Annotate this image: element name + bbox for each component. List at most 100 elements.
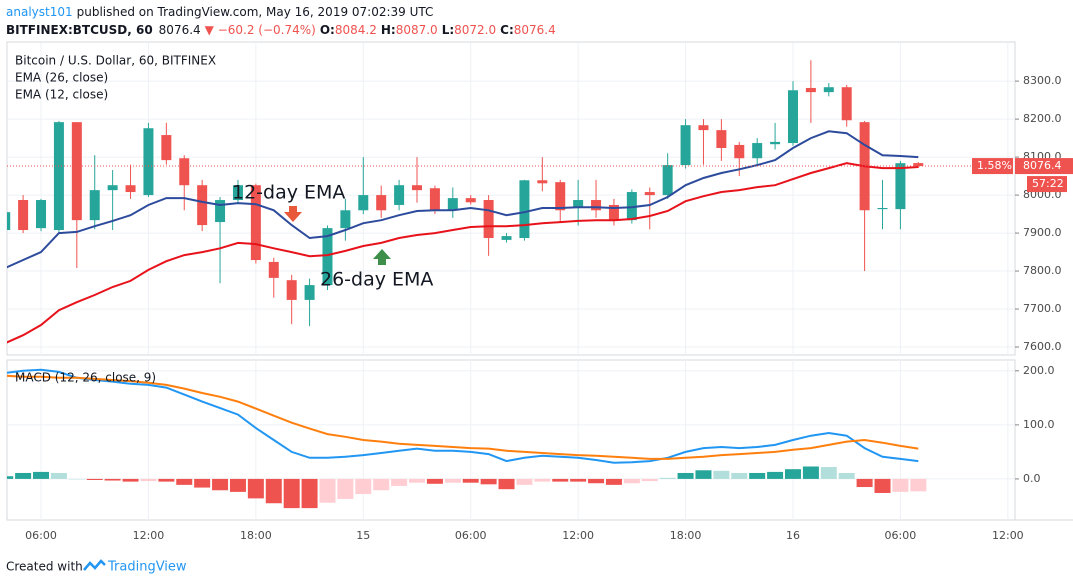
- ohlc-key: C:: [500, 23, 514, 37]
- histogram-bar: [695, 470, 712, 479]
- histogram-bar: [68, 478, 85, 480]
- candle-body: [787, 90, 798, 144]
- histogram-bar: [301, 478, 318, 509]
- histogram-bar: [623, 478, 640, 484]
- price-badge-label: 8076.4: [1023, 159, 1062, 172]
- candle-body: [895, 163, 906, 210]
- histogram-bar: [605, 478, 622, 485]
- y-tick-label: 8200.0: [1023, 112, 1062, 125]
- candle-body: [412, 185, 423, 191]
- histogram-bar: [534, 478, 551, 482]
- y-tick-label: 7600.0: [1023, 340, 1062, 353]
- histogram-bar: [516, 478, 533, 485]
- price-plot: [7, 42, 1015, 355]
- candle-body: [322, 228, 333, 286]
- candle-body: [179, 158, 190, 186]
- change-badge: [972, 158, 1013, 175]
- histogram-bar: [749, 472, 766, 479]
- candle-body: [734, 144, 745, 159]
- candle-body: [18, 200, 29, 231]
- y-tick-label: 200.0: [1023, 364, 1055, 377]
- histogram-bar: [659, 477, 676, 479]
- ohlc-key: H:: [381, 23, 396, 37]
- header-line: analyst101 published on TradingView.com, …: [6, 5, 433, 19]
- x-tick-label: 06:00: [455, 529, 487, 542]
- logo: [83, 559, 106, 571]
- histogram-bar: [731, 472, 748, 479]
- candle-body: [823, 87, 834, 93]
- line: [7, 368, 919, 464]
- ohlc-key: L:: [442, 23, 454, 37]
- histogram-bar: [588, 478, 605, 484]
- histogram-bar: [158, 478, 175, 482]
- candle-body: [89, 190, 100, 221]
- histogram-bar: [104, 478, 121, 481]
- candle-body: [232, 185, 243, 201]
- countdown-badge: [1027, 176, 1067, 193]
- price-badge: [1015, 158, 1073, 175]
- candle-body: [107, 185, 118, 191]
- candle-body: [519, 180, 530, 239]
- candle-body: [805, 87, 816, 93]
- x-tick-label: 12:00: [562, 529, 594, 542]
- brand[interactable]: TradingView: [107, 560, 187, 575]
- y-tick-label: 7900.0: [1023, 226, 1062, 239]
- histogram-bar: [856, 478, 873, 488]
- candle-body: [770, 141, 781, 145]
- histogram-bar: [552, 478, 569, 482]
- candle-body: [394, 185, 405, 205]
- y-tick-label: 0.0: [1023, 472, 1041, 485]
- candle-body: [555, 182, 566, 211]
- candle-body: [53, 122, 64, 231]
- candle-body: [125, 185, 136, 193]
- histogram-bar: [33, 471, 50, 479]
- histogram-bar: [444, 478, 461, 483]
- histogram-bar: [498, 478, 515, 490]
- symbol-line: BITFINEX:BTCUSD, 60 8076.4 ▼ −60.2 (−0.74%…: [6, 23, 556, 37]
- candle-body: [7, 212, 11, 231]
- histogram-bar: [265, 478, 282, 504]
- histogram-bar: [122, 478, 139, 482]
- histogram-bar: [641, 478, 658, 482]
- candle-body: [268, 261, 279, 278]
- y-tick-label: 100.0: [1023, 418, 1055, 431]
- candle-body: [608, 204, 619, 221]
- candle-body: [662, 165, 673, 196]
- histogram-bar: [426, 478, 443, 484]
- published: published on TradingView.com, May 16, 20…: [77, 5, 434, 19]
- histogram-bar: [7, 476, 14, 479]
- candle-body: [358, 195, 369, 211]
- x-tick-label: 18:00: [240, 529, 272, 542]
- candle-body: [447, 198, 458, 211]
- price-pane: [6, 41, 1016, 356]
- annotation: 26-day EMA: [320, 269, 433, 291]
- histogram-bar: [212, 478, 229, 491]
- candle-body: [716, 130, 727, 148]
- change: ▼ −60.2 (−0.74%): [205, 23, 316, 37]
- candle-body: [483, 200, 494, 239]
- candle-body: [340, 210, 351, 229]
- histogram-bar: [910, 478, 927, 492]
- histogram-bar: [355, 478, 372, 495]
- legend-entry: EMA (26, close): [15, 71, 108, 85]
- author[interactable]: analyst101: [6, 5, 73, 19]
- candle-body: [752, 143, 763, 159]
- axes: 06:00 12:00 18:00 15 06:00 12:00 18:00 16 06:00 1…: [25, 74, 1073, 542]
- candle-body: [250, 185, 261, 261]
- symbol: BITFINEX:BTCUSD, 60: [6, 23, 153, 37]
- candle-body: [591, 200, 602, 211]
- histogram-bar: [140, 478, 157, 482]
- histogram-bar: [784, 469, 801, 479]
- arrow-down: [284, 206, 302, 222]
- countdown: 57:22: [1032, 177, 1064, 190]
- candle-body: [698, 125, 709, 131]
- last: 8076.4: [159, 23, 201, 37]
- histogram-bar: [176, 478, 193, 485]
- macd-plot: [7, 360, 1015, 520]
- histogram-bar: [337, 478, 354, 499]
- candle-body: [36, 200, 47, 229]
- x-tick-label: 06:00: [25, 529, 57, 542]
- histogram-bar: [677, 472, 694, 479]
- footer: Created with TradingView: [6, 559, 187, 575]
